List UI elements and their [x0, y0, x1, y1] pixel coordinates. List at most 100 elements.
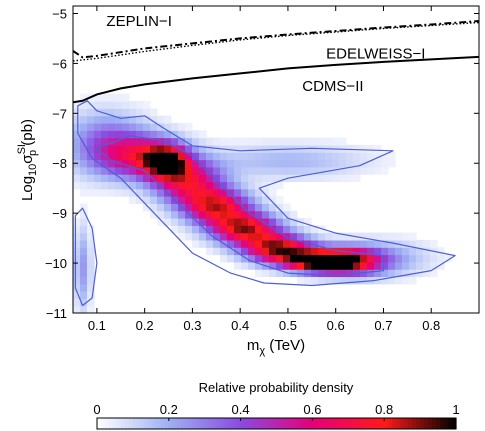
heatmap-cell — [234, 152, 242, 161]
heatmap-cell — [367, 247, 375, 256]
heatmap-cell — [87, 239, 95, 248]
heatmap-cell — [234, 188, 242, 197]
heatmap-cell — [227, 152, 235, 161]
heatmap-cell — [381, 261, 389, 270]
heatmap-cell — [122, 108, 130, 117]
heatmap-cell — [94, 122, 102, 131]
heatmap-cell — [255, 261, 263, 270]
heatmap-cell — [164, 166, 172, 175]
heatmap-cell — [129, 166, 137, 175]
heatmap-cell — [122, 181, 130, 190]
heatmap-cell — [143, 196, 151, 204]
heatmap-cell — [283, 137, 291, 146]
heatmap-cell — [199, 217, 207, 226]
heatmap-cell — [220, 159, 228, 168]
heatmap-cell — [80, 254, 88, 263]
annotation-label: ZEPLIN−I — [106, 13, 171, 30]
heatmap-cell — [374, 159, 382, 168]
colorbar-segment — [276, 418, 282, 429]
colorbar-segment — [412, 418, 417, 429]
heatmap-cell — [395, 269, 403, 278]
heatmap-cell — [80, 101, 88, 109]
colorbar-segment — [236, 418, 242, 429]
heatmap-cell — [80, 298, 88, 307]
heatmap-cell — [234, 196, 242, 204]
heatmap-cell — [430, 254, 438, 263]
annotation-label: CDMS−II — [302, 78, 363, 95]
heatmap-cell — [290, 217, 298, 226]
colorbar-segment — [304, 418, 310, 429]
heatmap-cell — [381, 159, 389, 168]
heatmap-cell — [206, 203, 214, 212]
heatmap-cell — [339, 269, 347, 278]
colorbar-segment — [404, 418, 409, 429]
heatmap-cell — [87, 144, 95, 153]
heatmap-cell — [185, 196, 193, 204]
heatmap-cell — [150, 130, 158, 139]
heatmap-cell — [220, 225, 228, 234]
colorbar-segment — [204, 418, 210, 429]
heatmap-cell — [185, 188, 193, 197]
heatmap-cell — [318, 159, 326, 168]
heatmap-cell — [276, 210, 284, 219]
heatmap-cell — [192, 239, 200, 248]
colorbar-segment — [332, 418, 337, 429]
heatmap-cell — [87, 276, 95, 285]
x-tick-label: 0.3 — [183, 318, 201, 333]
heatmap-cell — [311, 232, 319, 241]
heatmap-cell — [318, 166, 326, 175]
heatmap-cell — [269, 137, 277, 146]
heatmap-cell — [276, 269, 284, 278]
colorbar-segment — [140, 418, 146, 429]
heatmap-cell — [129, 181, 137, 190]
colorbar-segment — [316, 418, 321, 429]
heatmap-cell — [346, 159, 354, 168]
heatmap-cell — [164, 144, 172, 153]
heatmap-cell — [269, 144, 277, 153]
x-tick-label: 0.2 — [136, 318, 154, 333]
colorbar-segment — [120, 418, 126, 429]
heatmap-cell — [297, 239, 305, 248]
heatmap-cell — [101, 137, 109, 146]
heatmap-cell — [227, 210, 235, 219]
heatmap-cell — [339, 254, 347, 263]
heatmap-cell — [80, 108, 88, 117]
heatmap-cell — [360, 166, 368, 175]
heatmap-cell — [353, 239, 361, 248]
heatmap-cell — [129, 174, 137, 183]
heatmap-cell — [360, 232, 368, 241]
heatmap-cell — [80, 276, 88, 285]
colorbar-segment — [284, 418, 290, 429]
heatmap-cell — [171, 166, 179, 175]
colorbar-segment — [256, 418, 262, 429]
heatmap-cell — [73, 298, 81, 307]
colorbar-segment — [288, 418, 294, 429]
colorbar-segment — [272, 418, 278, 429]
heatmap-cell — [178, 188, 186, 197]
heatmap-cell — [115, 137, 123, 146]
heatmap-cell — [255, 144, 263, 153]
heatmap-cell — [241, 144, 249, 153]
heatmap-cell — [367, 261, 375, 270]
heatmap-cell — [220, 217, 228, 226]
heatmap-cell — [115, 188, 123, 197]
heatmap-cell — [374, 152, 382, 161]
heatmap-cell — [178, 181, 186, 190]
y-axis: −11 −10 −9 −8 −7 −6 −5 — [45, 6, 479, 321]
heatmap-cell — [318, 269, 326, 278]
heatmap-cell — [87, 247, 95, 256]
heatmap-cell — [255, 196, 263, 204]
colorbar-segment — [152, 418, 158, 429]
heatmap-cell — [94, 159, 102, 168]
heatmap-cell — [164, 196, 172, 204]
heatmap-cell — [73, 166, 81, 175]
heatmap-cell — [178, 217, 186, 226]
heatmap-cell — [416, 247, 424, 256]
heatmap-cell — [185, 122, 193, 131]
heatmap-cell — [199, 188, 207, 197]
heatmap-cell — [255, 254, 263, 263]
colorbar-segment — [104, 418, 110, 429]
heatmap-cell — [220, 232, 228, 241]
heatmap-cell — [164, 130, 172, 139]
colorbar-segment — [448, 418, 453, 429]
